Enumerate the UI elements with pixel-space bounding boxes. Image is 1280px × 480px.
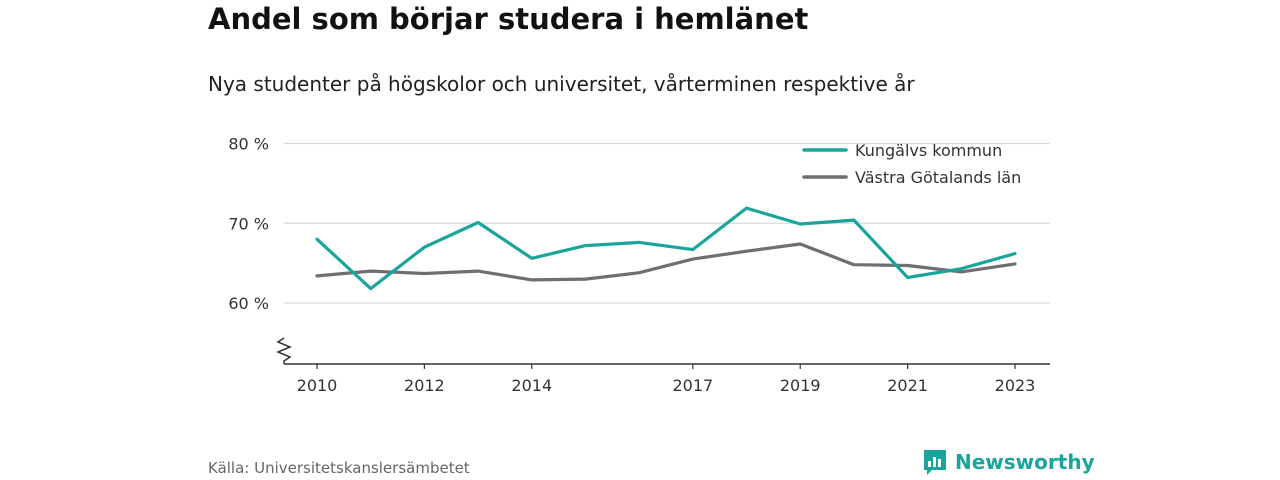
- grid-layer: [284, 142, 1050, 304]
- newsworthy-logo-icon: [924, 450, 946, 475]
- legend-label-vastra-gotaland: Västra Götalands län: [855, 168, 1021, 187]
- x-tick-label: 2019: [780, 376, 821, 395]
- x-tick-label: 2017: [672, 376, 713, 395]
- chart-title: Andel som börjar studera i hemlänet: [208, 2, 809, 36]
- x-axis: [276, 337, 1050, 365]
- x-tick-label: 2021: [887, 376, 928, 395]
- y-axis-ticks: 60 % 70 % 80 %: [228, 135, 269, 314]
- series-line-kungalv: [315, 206, 1017, 291]
- y-tick-label: 70 %: [228, 214, 269, 233]
- brand-name: Newsworthy: [955, 450, 1095, 474]
- x-tick-label: 2023: [995, 376, 1036, 395]
- legend: Kungälvs kommun Västra Götalands län: [802, 141, 1021, 187]
- y-tick-label: 60 %: [228, 294, 269, 313]
- chart-subtitle: Nya studenter på högskolor och universit…: [208, 72, 915, 96]
- source-note: Källa: Universitetskanslersämbetet: [208, 459, 470, 477]
- x-axis-ticks: 2010 2012 2014 2017 2019 2021 2023: [297, 364, 1036, 395]
- legend-label-kungalv: Kungälvs kommun: [855, 141, 1002, 160]
- x-tick-label: 2012: [404, 376, 445, 395]
- axis-break-icon: [276, 337, 292, 364]
- brand-logo: Newsworthy: [922, 448, 1095, 476]
- y-tick-label: 80 %: [228, 135, 269, 154]
- series-layer: [315, 206, 1017, 291]
- x-tick-label: 2014: [511, 376, 552, 395]
- series-line-vastra-gotaland: [315, 242, 1017, 282]
- line-chart: 60 % 70 % 80 % 2010 2012 2014 2017 2019 2021 202…: [228, 135, 1050, 395]
- x-tick-label: 2010: [297, 376, 338, 395]
